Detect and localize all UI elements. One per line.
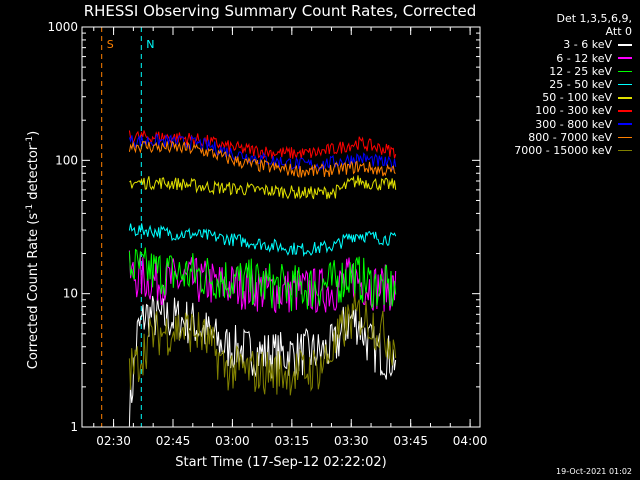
legend-entry: 6 - 12 keV <box>514 52 632 65</box>
series-line <box>129 175 397 200</box>
plot-frame <box>81 26 481 428</box>
legend-entry-label: 300 - 800 keV <box>535 117 612 131</box>
y-tick-label: 100 <box>55 153 78 167</box>
legend-entry: 12 - 25 keV <box>514 65 632 78</box>
interval-marker-label: N <box>146 38 154 51</box>
legend-swatch <box>618 123 632 125</box>
legend-entry-label: 100 - 300 keV <box>535 104 612 118</box>
legend-entry: 50 - 100 keV <box>514 91 632 104</box>
legend-entry-label: 12 - 25 keV <box>549 64 612 78</box>
legend-header-line-1: Det 1,3,5,6,9, <box>556 12 632 25</box>
legend-entry: 7000 - 15000 keV <box>514 144 632 157</box>
series-line <box>128 140 396 178</box>
series-line <box>128 247 397 312</box>
legend-entry-label: 50 - 100 keV <box>542 91 612 105</box>
legend-swatch <box>618 83 632 86</box>
legend-entries: 3 - 6 keV 6 - 12 keV 12 - 25 keV 25 - 50 ke… <box>514 38 632 157</box>
y-tick-label: 10 <box>63 287 78 301</box>
interval-marker-label: S <box>107 38 114 51</box>
x-axis-label: Start Time (17-Sep-12 02:22:02) <box>175 455 387 470</box>
y-tick-label: 1000 <box>47 20 78 34</box>
legend-entry: 100 - 300 keV <box>514 104 632 117</box>
y-tick-label: 1 <box>70 420 78 434</box>
x-tick-label: 02:30 <box>96 434 131 448</box>
chart-title: RHESSI Observing Summary Count Rates, Co… <box>83 2 477 20</box>
x-tick-label: 03:00 <box>215 434 250 448</box>
x-tick-label: 04:00 <box>453 434 488 448</box>
x-tick-label: 03:45 <box>393 434 428 448</box>
series-line <box>128 130 397 160</box>
legend-entry-label: 25 - 50 keV <box>549 78 612 92</box>
generation-timestamp: 19-Oct-2021 01:02 <box>556 467 632 476</box>
legend-swatch <box>618 110 632 112</box>
legend-entry-label: 800 - 7000 keV <box>528 130 612 144</box>
legend-entry-label: 6 - 12 keV <box>556 51 612 65</box>
y-axis-label: Corrected Count Rate (s-1 detector-1) <box>24 130 42 370</box>
legend-entry-label: 3 - 6 keV <box>563 38 612 52</box>
legend: Det 1,3,5,6,9, Att 0 3 - 6 keV 6 - 12 keV… <box>514 12 632 157</box>
legend-entry: 300 - 800 keV <box>514 118 632 131</box>
legend-swatch <box>618 57 632 59</box>
legend-entry-label: 7000 - 15000 keV <box>514 144 612 158</box>
legend-swatch <box>618 149 632 152</box>
legend-swatch <box>618 44 632 46</box>
legend-swatch <box>618 97 632 99</box>
legend-entry: 800 - 7000 keV <box>514 131 632 144</box>
series-line <box>128 223 397 258</box>
x-tick-label: 03:30 <box>334 434 369 448</box>
x-tick-label: 03:15 <box>275 434 310 448</box>
series-line <box>128 134 397 172</box>
series-line <box>128 293 397 396</box>
legend-entry: 25 - 50 keV <box>514 78 632 91</box>
legend-header-line-2: Att 0 <box>605 25 632 39</box>
x-tick-label: 02:45 <box>156 434 191 448</box>
legend-swatch <box>618 70 632 73</box>
legend-swatch <box>618 136 632 139</box>
legend-entry: 3 - 6 keV <box>514 38 632 51</box>
